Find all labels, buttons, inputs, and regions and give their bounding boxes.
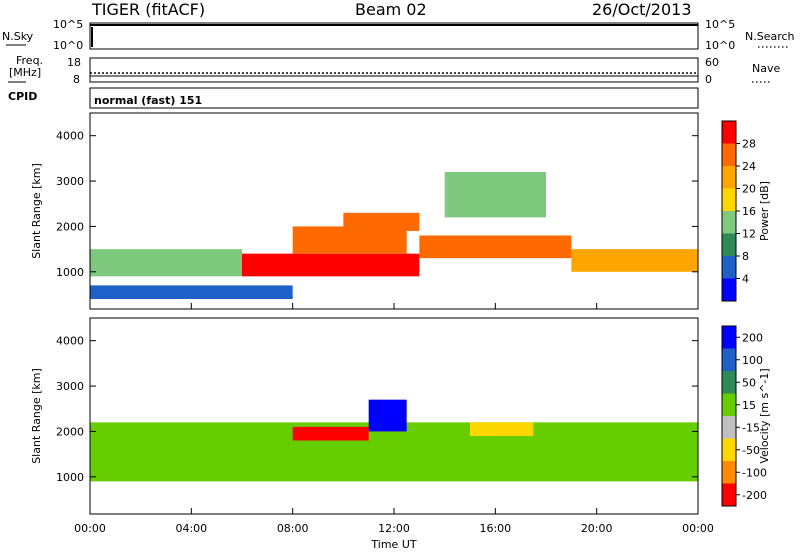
velocity-ytick-label-3: 4000 bbox=[56, 335, 84, 348]
power-colorbar-segment-0 bbox=[722, 121, 736, 144]
power-scatter-region-6 bbox=[444, 171, 546, 218]
velocity-colorbar-segment-7 bbox=[722, 483, 736, 506]
velocity-scatter-region-1 bbox=[444, 431, 572, 468]
nave-label: Nave bbox=[752, 62, 780, 75]
power-scatter-region-5 bbox=[571, 249, 698, 272]
power-colorbar-label-0: 4 bbox=[742, 273, 749, 286]
velocity-colorbar-segment-1 bbox=[722, 348, 736, 371]
power-colorbar-label: Power [dB] bbox=[758, 181, 771, 241]
velocity-colorbar-segment-3 bbox=[722, 393, 736, 416]
velocity-colorbar-segment-4 bbox=[722, 416, 736, 439]
velocity-colorbar-label-7: -200 bbox=[742, 489, 767, 502]
power-ytick-label-1: 2000 bbox=[56, 220, 84, 233]
power-colorbar-label-6: 28 bbox=[742, 138, 756, 151]
velocity-colorbar-label-6: -100 bbox=[742, 466, 767, 479]
power-colorbar-label-4: 20 bbox=[742, 183, 756, 196]
noise-panel bbox=[89, 22, 699, 50]
freq-panel bbox=[89, 57, 699, 83]
time-tick-label-6: 00:00 bbox=[682, 522, 714, 535]
power-colorbar-segment-5 bbox=[722, 233, 736, 256]
velocity-colorbar-label-4: -15 bbox=[742, 421, 760, 434]
velocity-colorbar-label: Velocity [m s^-1] bbox=[758, 368, 771, 463]
power-scatter-region-3 bbox=[343, 212, 420, 231]
time-tick-label-1: 04:00 bbox=[175, 522, 207, 535]
freq-units-label: [MHz] bbox=[9, 66, 41, 79]
velocity-colorbar-label-1: 100 bbox=[742, 354, 763, 367]
cpid-value: normal (fast) 151 bbox=[94, 94, 202, 107]
time-axis-label: Time UT bbox=[370, 538, 416, 551]
cpid-label: CPID bbox=[8, 90, 37, 103]
velocity-ytick-label-0: 1000 bbox=[56, 471, 84, 484]
noise-left-tick-bottom: 10^0 bbox=[53, 39, 83, 52]
power-scatter-region-0 bbox=[90, 249, 242, 277]
noise-left-label: N.Sky bbox=[2, 30, 34, 43]
noise-right-tick-bottom: 10^0 bbox=[705, 39, 735, 52]
velocity-colorbar-segment-6 bbox=[722, 461, 736, 484]
noise-right-tick-top: 10^5 bbox=[705, 18, 735, 31]
power-colorbar-label-5: 24 bbox=[742, 160, 756, 173]
power-scatter-region-7 bbox=[90, 285, 293, 300]
power-scatter-region-4 bbox=[419, 235, 572, 259]
power-colorbar-segment-4 bbox=[722, 211, 736, 234]
date-title: 26/Oct/2013 bbox=[592, 0, 692, 19]
velocity-scatter-region-4 bbox=[470, 422, 534, 436]
velocity-colorbar-frame bbox=[721, 325, 737, 507]
velocity-colorbar-label-5: -50 bbox=[742, 444, 760, 457]
velocity-scatter-region-0 bbox=[90, 422, 698, 482]
power-ylabel: Slant Range [km] bbox=[30, 163, 43, 259]
velocity-scatter-region-2 bbox=[292, 426, 369, 441]
noise-right-label: N.Search bbox=[745, 30, 795, 43]
power-colorbar-label-2: 12 bbox=[742, 228, 756, 241]
freq-right-tick-top: 60 bbox=[705, 56, 719, 69]
velocity-colorbar-label-2: 50 bbox=[742, 376, 756, 389]
freq-left-tick-bottom: 8 bbox=[73, 73, 80, 86]
freq-label: Freq. bbox=[16, 54, 43, 67]
power-colorbar-label-1: 8 bbox=[742, 250, 749, 263]
power-panel-frame bbox=[89, 112, 699, 310]
cpid-panel bbox=[89, 87, 699, 109]
freq-right-tick-bottom: 0 bbox=[705, 73, 712, 86]
power-colorbar-segment-1 bbox=[722, 143, 736, 166]
power-colorbar-segment-3 bbox=[722, 188, 736, 211]
power-scatter-region-1 bbox=[242, 253, 420, 277]
time-tick-label-5: 20:00 bbox=[581, 522, 613, 535]
velocity-colorbar-segment-0 bbox=[722, 326, 736, 349]
velocity-ytick-label-2: 3000 bbox=[56, 380, 84, 393]
velocity-scatter-region-3 bbox=[368, 399, 407, 432]
station-title: TIGER (fitACF) bbox=[91, 0, 205, 19]
velocity-colorbar-segment-2 bbox=[722, 371, 736, 394]
noise-left-tick-top: 10^5 bbox=[53, 18, 83, 31]
power-colorbar-segment-6 bbox=[722, 256, 736, 279]
power-panel: 1000 2000 3000 4000 Slant Range [km] 4 8 12 16… bbox=[30, 112, 771, 310]
time-tick-label-2: 08:00 bbox=[277, 522, 309, 535]
velocity-colorbar-label-3: 15 bbox=[742, 399, 756, 412]
power-colorbar-segment-7 bbox=[722, 278, 736, 301]
velocity-ylabel: Slant Range [km] bbox=[30, 368, 43, 464]
power-colorbar-label-3: 16 bbox=[742, 205, 756, 218]
time-tick-label-0: 00:00 bbox=[74, 522, 106, 535]
time-tick-label-3: 12:00 bbox=[378, 522, 410, 535]
freq-left-tick-top: 18 bbox=[67, 56, 81, 69]
beam-title: Beam 02 bbox=[355, 0, 427, 19]
power-ytick-label-3: 4000 bbox=[56, 130, 84, 143]
velocity-colorbar-label-0: 200 bbox=[742, 331, 763, 344]
time-tick-label-4: 16:00 bbox=[479, 522, 511, 535]
velocity-ytick-label-1: 2000 bbox=[56, 425, 84, 438]
power-ytick-label-0: 1000 bbox=[56, 266, 84, 279]
velocity-colorbar-segment-5 bbox=[722, 438, 736, 461]
power-colorbar-segment-2 bbox=[722, 166, 736, 189]
velocity-panel: 1000 2000 3000 4000 Slant Range [km] 200 100… bbox=[30, 317, 771, 515]
power-ytick-label-2: 3000 bbox=[56, 175, 84, 188]
